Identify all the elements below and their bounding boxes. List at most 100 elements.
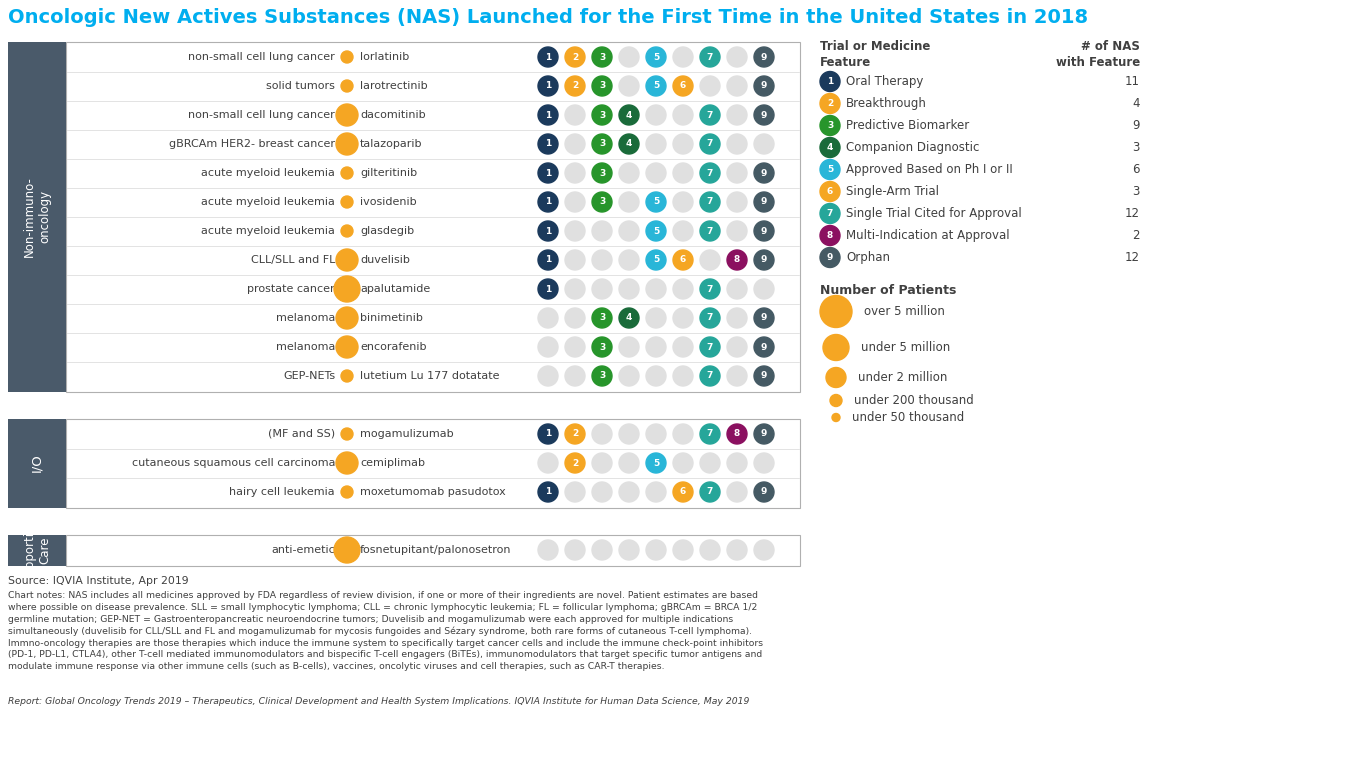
Circle shape bbox=[830, 395, 842, 406]
Circle shape bbox=[646, 279, 667, 299]
Circle shape bbox=[619, 47, 639, 67]
Text: ivosidenib: ivosidenib bbox=[360, 197, 416, 207]
Text: Trial or Medicine
Feature: Trial or Medicine Feature bbox=[821, 39, 930, 70]
Circle shape bbox=[673, 163, 694, 183]
Text: 9: 9 bbox=[761, 197, 767, 207]
Circle shape bbox=[565, 105, 585, 125]
Text: lutetium Lu 177 dotatate: lutetium Lu 177 dotatate bbox=[360, 371, 499, 381]
Circle shape bbox=[592, 453, 612, 473]
Text: 9: 9 bbox=[761, 342, 767, 352]
Circle shape bbox=[754, 221, 773, 241]
Text: 3: 3 bbox=[599, 168, 606, 178]
Circle shape bbox=[700, 105, 721, 125]
Circle shape bbox=[727, 308, 748, 328]
Circle shape bbox=[646, 192, 667, 212]
Circle shape bbox=[754, 250, 773, 270]
Circle shape bbox=[821, 160, 840, 179]
Circle shape bbox=[727, 163, 748, 183]
Circle shape bbox=[565, 221, 585, 241]
Circle shape bbox=[754, 76, 773, 96]
Circle shape bbox=[727, 540, 748, 560]
Circle shape bbox=[334, 276, 360, 302]
Circle shape bbox=[826, 367, 846, 388]
Text: Single Trial Cited for Approval: Single Trial Cited for Approval bbox=[846, 207, 1022, 220]
Text: 6: 6 bbox=[680, 81, 685, 91]
Circle shape bbox=[619, 163, 639, 183]
Circle shape bbox=[700, 250, 721, 270]
Circle shape bbox=[341, 225, 353, 237]
Circle shape bbox=[673, 105, 694, 125]
Text: Source: IQVIA Institute, Apr 2019: Source: IQVIA Institute, Apr 2019 bbox=[8, 576, 189, 586]
Text: 3: 3 bbox=[827, 121, 833, 130]
Circle shape bbox=[337, 249, 358, 271]
Circle shape bbox=[727, 337, 748, 357]
Text: Chart notes: NAS includes all medicines approved by FDA regardless of review div: Chart notes: NAS includes all medicines … bbox=[8, 591, 763, 671]
Text: over 5 million: over 5 million bbox=[864, 305, 945, 318]
Text: 7: 7 bbox=[707, 371, 714, 381]
Text: 7: 7 bbox=[707, 139, 714, 149]
Circle shape bbox=[565, 482, 585, 502]
Circle shape bbox=[619, 424, 639, 444]
Circle shape bbox=[592, 482, 612, 502]
Text: 2: 2 bbox=[572, 52, 579, 62]
Circle shape bbox=[592, 134, 612, 154]
Text: 3: 3 bbox=[599, 52, 606, 62]
Circle shape bbox=[337, 104, 358, 126]
Text: Orphan: Orphan bbox=[846, 251, 890, 264]
Circle shape bbox=[754, 47, 773, 67]
Text: 1: 1 bbox=[545, 255, 552, 265]
Circle shape bbox=[727, 192, 748, 212]
Circle shape bbox=[538, 192, 558, 212]
Circle shape bbox=[754, 424, 773, 444]
Circle shape bbox=[334, 537, 360, 563]
Text: 1: 1 bbox=[545, 197, 552, 207]
Text: dacomitinib: dacomitinib bbox=[360, 110, 426, 120]
Text: 9: 9 bbox=[761, 226, 767, 236]
Text: (MF and SS): (MF and SS) bbox=[268, 429, 335, 439]
Circle shape bbox=[754, 134, 773, 154]
Text: mogamulizumab: mogamulizumab bbox=[360, 429, 454, 439]
Circle shape bbox=[754, 308, 773, 328]
Circle shape bbox=[727, 366, 748, 386]
Circle shape bbox=[646, 540, 667, 560]
Text: moxetumomab pasudotox: moxetumomab pasudotox bbox=[360, 487, 506, 497]
Circle shape bbox=[700, 192, 721, 212]
Circle shape bbox=[754, 453, 773, 473]
Circle shape bbox=[673, 424, 694, 444]
Text: 9: 9 bbox=[761, 110, 767, 120]
Text: 9: 9 bbox=[761, 168, 767, 178]
Circle shape bbox=[673, 192, 694, 212]
Text: 1: 1 bbox=[545, 168, 552, 178]
Text: under 200 thousand: under 200 thousand bbox=[854, 394, 973, 407]
Circle shape bbox=[754, 366, 773, 386]
Circle shape bbox=[565, 540, 585, 560]
Circle shape bbox=[821, 295, 852, 327]
Circle shape bbox=[592, 366, 612, 386]
Text: 9: 9 bbox=[761, 52, 767, 62]
Text: 7: 7 bbox=[707, 342, 714, 352]
Circle shape bbox=[565, 337, 585, 357]
Text: I/O: I/O bbox=[31, 453, 43, 472]
Circle shape bbox=[673, 540, 694, 560]
Circle shape bbox=[727, 279, 748, 299]
Text: 7: 7 bbox=[707, 284, 714, 294]
Circle shape bbox=[565, 279, 585, 299]
Circle shape bbox=[337, 452, 358, 474]
Text: 7: 7 bbox=[707, 168, 714, 178]
Circle shape bbox=[619, 279, 639, 299]
Circle shape bbox=[619, 105, 639, 125]
Circle shape bbox=[727, 47, 748, 67]
Text: Breakthrough: Breakthrough bbox=[846, 97, 927, 110]
Circle shape bbox=[565, 308, 585, 328]
Circle shape bbox=[341, 196, 353, 208]
Circle shape bbox=[565, 134, 585, 154]
Circle shape bbox=[565, 250, 585, 270]
Text: 1: 1 bbox=[545, 226, 552, 236]
Circle shape bbox=[619, 192, 639, 212]
Circle shape bbox=[821, 247, 840, 268]
Circle shape bbox=[538, 134, 558, 154]
Circle shape bbox=[538, 221, 558, 241]
Text: 1: 1 bbox=[545, 488, 552, 496]
Circle shape bbox=[646, 308, 667, 328]
Text: 4: 4 bbox=[626, 313, 633, 323]
